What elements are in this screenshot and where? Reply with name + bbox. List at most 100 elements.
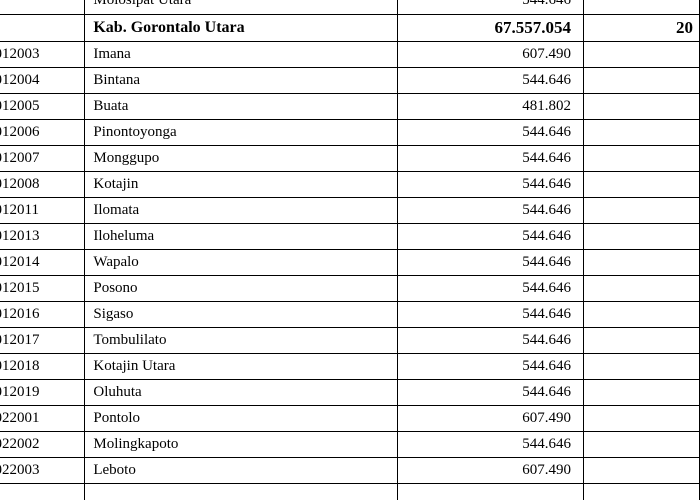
cell-extra bbox=[584, 0, 700, 14]
cell-name: Leboto bbox=[85, 457, 398, 483]
cell-code: 5012017 bbox=[0, 327, 85, 353]
cell-name: Pontolo bbox=[85, 405, 398, 431]
cell-value: 607.490 bbox=[398, 41, 584, 67]
table-row: 5012016Sigaso544.646 bbox=[0, 301, 700, 327]
cell-name: Wapalo bbox=[85, 249, 398, 275]
cell-extra bbox=[584, 379, 700, 405]
data-table: Molosipat Utara544.6465Kab. Gorontalo Ut… bbox=[0, 0, 700, 500]
cell-extra bbox=[584, 483, 700, 500]
table-row: 5012013Iloheluma544.646 bbox=[0, 223, 700, 249]
cell-name: Buata bbox=[85, 93, 398, 119]
cell-value: 544.646 bbox=[398, 353, 584, 379]
cell-name: Tombulilato bbox=[85, 327, 398, 353]
cell-value: 544.646 bbox=[398, 327, 584, 353]
cell-name: Oluhuta bbox=[85, 379, 398, 405]
cell-extra bbox=[584, 457, 700, 483]
cell-name: Molosipat Utara bbox=[85, 0, 398, 14]
cell-value: 544.646 bbox=[398, 275, 584, 301]
cell-code: 5012019 bbox=[0, 379, 85, 405]
cell-value: 544.646 bbox=[398, 0, 584, 14]
cell-extra bbox=[584, 145, 700, 171]
cell-code bbox=[0, 0, 85, 14]
cell-extra bbox=[584, 301, 700, 327]
cell-value: 481.802 bbox=[398, 93, 584, 119]
table-row: 5012003Imana607.490 bbox=[0, 41, 700, 67]
table-row: 5012007Monggupo544.646 bbox=[0, 145, 700, 171]
cell-value: 544.646 bbox=[398, 249, 584, 275]
cell-value: 544.646 bbox=[398, 223, 584, 249]
cell-value bbox=[398, 483, 584, 500]
table-row: 5012018Kotajin Utara544.646 bbox=[0, 353, 700, 379]
table-header-row: 5Kab. Gorontalo Utara67.557.05420 bbox=[0, 14, 700, 41]
cell-name: Sigaso bbox=[85, 301, 398, 327]
cell-code bbox=[0, 483, 85, 500]
cell-extra bbox=[584, 197, 700, 223]
cell-extra bbox=[584, 249, 700, 275]
table-row: 5022002Molingkapoto544.646 bbox=[0, 431, 700, 457]
cell-code: 5012005 bbox=[0, 93, 85, 119]
cell-value: 544.646 bbox=[398, 301, 584, 327]
cell-name: Posono bbox=[85, 275, 398, 301]
cell-value: 544.646 bbox=[398, 171, 584, 197]
cell-extra bbox=[584, 431, 700, 457]
cell-extra bbox=[584, 171, 700, 197]
cell-code: 5012007 bbox=[0, 145, 85, 171]
cell-extra bbox=[584, 275, 700, 301]
cell-code: 5012008 bbox=[0, 171, 85, 197]
cell-name: Imana bbox=[85, 41, 398, 67]
cell-code: 5012004 bbox=[0, 67, 85, 93]
cell-name: Monggupo bbox=[85, 145, 398, 171]
cell-name: Iloheluma bbox=[85, 223, 398, 249]
cell-code: 5012011 bbox=[0, 197, 85, 223]
cell-name bbox=[85, 483, 398, 500]
cell-value: 607.490 bbox=[398, 457, 584, 483]
cell-name: Molingkapoto bbox=[85, 431, 398, 457]
cell-value: 607.490 bbox=[398, 405, 584, 431]
cell-extra bbox=[584, 67, 700, 93]
cell-value: 544.646 bbox=[398, 431, 584, 457]
cell-extra bbox=[584, 223, 700, 249]
cell-name: Pinontoyonga bbox=[85, 119, 398, 145]
cell-code: 5012003 bbox=[0, 41, 85, 67]
header-name: Kab. Gorontalo Utara bbox=[85, 14, 398, 41]
cell-extra bbox=[584, 41, 700, 67]
table-row-cutoff-top: Molosipat Utara544.646 bbox=[0, 0, 700, 14]
header-extra: 20 bbox=[584, 14, 700, 41]
table-container: Molosipat Utara544.6465Kab. Gorontalo Ut… bbox=[0, 0, 700, 500]
cell-code: 5012018 bbox=[0, 353, 85, 379]
cell-value: 544.646 bbox=[398, 197, 584, 223]
table-row: 5012004Bintana544.646 bbox=[0, 67, 700, 93]
table-row: 5012014Wapalo544.646 bbox=[0, 249, 700, 275]
table-row: 5012015Posono544.646 bbox=[0, 275, 700, 301]
table-row: 5022001Pontolo607.490 bbox=[0, 405, 700, 431]
cell-name: Bintana bbox=[85, 67, 398, 93]
cell-extra bbox=[584, 405, 700, 431]
table-row: 5012006Pinontoyonga544.646 bbox=[0, 119, 700, 145]
table-row: 5012005Buata481.802 bbox=[0, 93, 700, 119]
cell-extra bbox=[584, 119, 700, 145]
cell-code: 5012014 bbox=[0, 249, 85, 275]
cell-value: 544.646 bbox=[398, 67, 584, 93]
table-row: 5012011Ilomata544.646 bbox=[0, 197, 700, 223]
cell-name: Kotajin Utara bbox=[85, 353, 398, 379]
cell-name: Kotajin bbox=[85, 171, 398, 197]
cell-code: 5022001 bbox=[0, 405, 85, 431]
cell-name: Ilomata bbox=[85, 197, 398, 223]
table-row: 5012017Tombulilato544.646 bbox=[0, 327, 700, 353]
table-row-cutoff-bottom bbox=[0, 483, 700, 500]
cell-code: 5012013 bbox=[0, 223, 85, 249]
cell-code: 5012015 bbox=[0, 275, 85, 301]
cell-extra bbox=[584, 327, 700, 353]
cell-code: 5012016 bbox=[0, 301, 85, 327]
cell-value: 544.646 bbox=[398, 145, 584, 171]
cell-code: 5022003 bbox=[0, 457, 85, 483]
cell-code: 5012006 bbox=[0, 119, 85, 145]
table-row: 5012019Oluhuta544.646 bbox=[0, 379, 700, 405]
cell-value: 544.646 bbox=[398, 119, 584, 145]
cell-extra bbox=[584, 93, 700, 119]
table-row: 5022003Leboto607.490 bbox=[0, 457, 700, 483]
header-code: 5 bbox=[0, 14, 85, 41]
cell-code: 5022002 bbox=[0, 431, 85, 457]
cell-extra bbox=[584, 353, 700, 379]
cell-value: 544.646 bbox=[398, 379, 584, 405]
